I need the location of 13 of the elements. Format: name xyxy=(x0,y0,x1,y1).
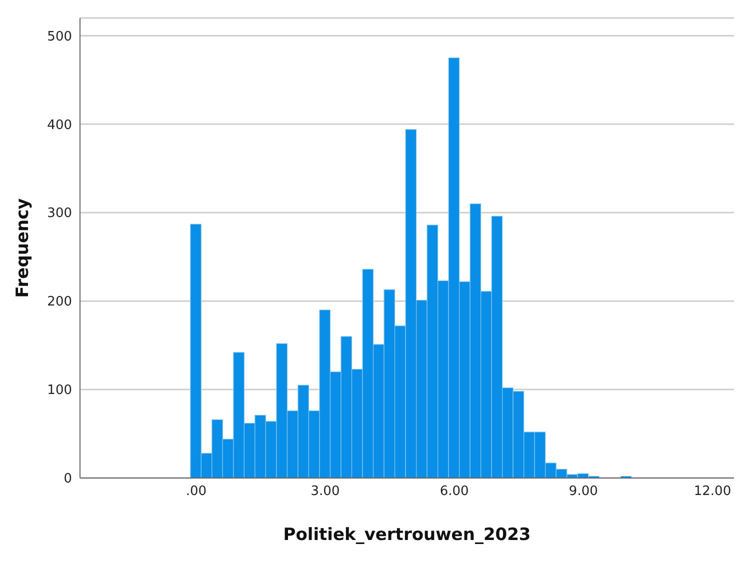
y-tick-label: 500 xyxy=(47,29,72,44)
x-tick-label: 9.00 xyxy=(568,484,598,500)
x-axis-title: Politiek_vertrouwen_2023 xyxy=(283,525,531,545)
x-tick-label: 3.00 xyxy=(310,484,340,500)
y-tick-label: 200 xyxy=(47,294,72,310)
x-tick-label: 12.00 xyxy=(694,484,732,500)
y-tick-label: 100 xyxy=(47,383,72,398)
y-tick-label: 300 xyxy=(47,206,72,222)
x-tick-label: 6.00 xyxy=(440,484,469,500)
y-tick-label: 400 xyxy=(47,118,72,133)
y-axis-title: Frequency xyxy=(13,198,34,298)
y-tick-label: 0 xyxy=(64,472,72,487)
x-tick-label: .00 xyxy=(186,484,207,500)
